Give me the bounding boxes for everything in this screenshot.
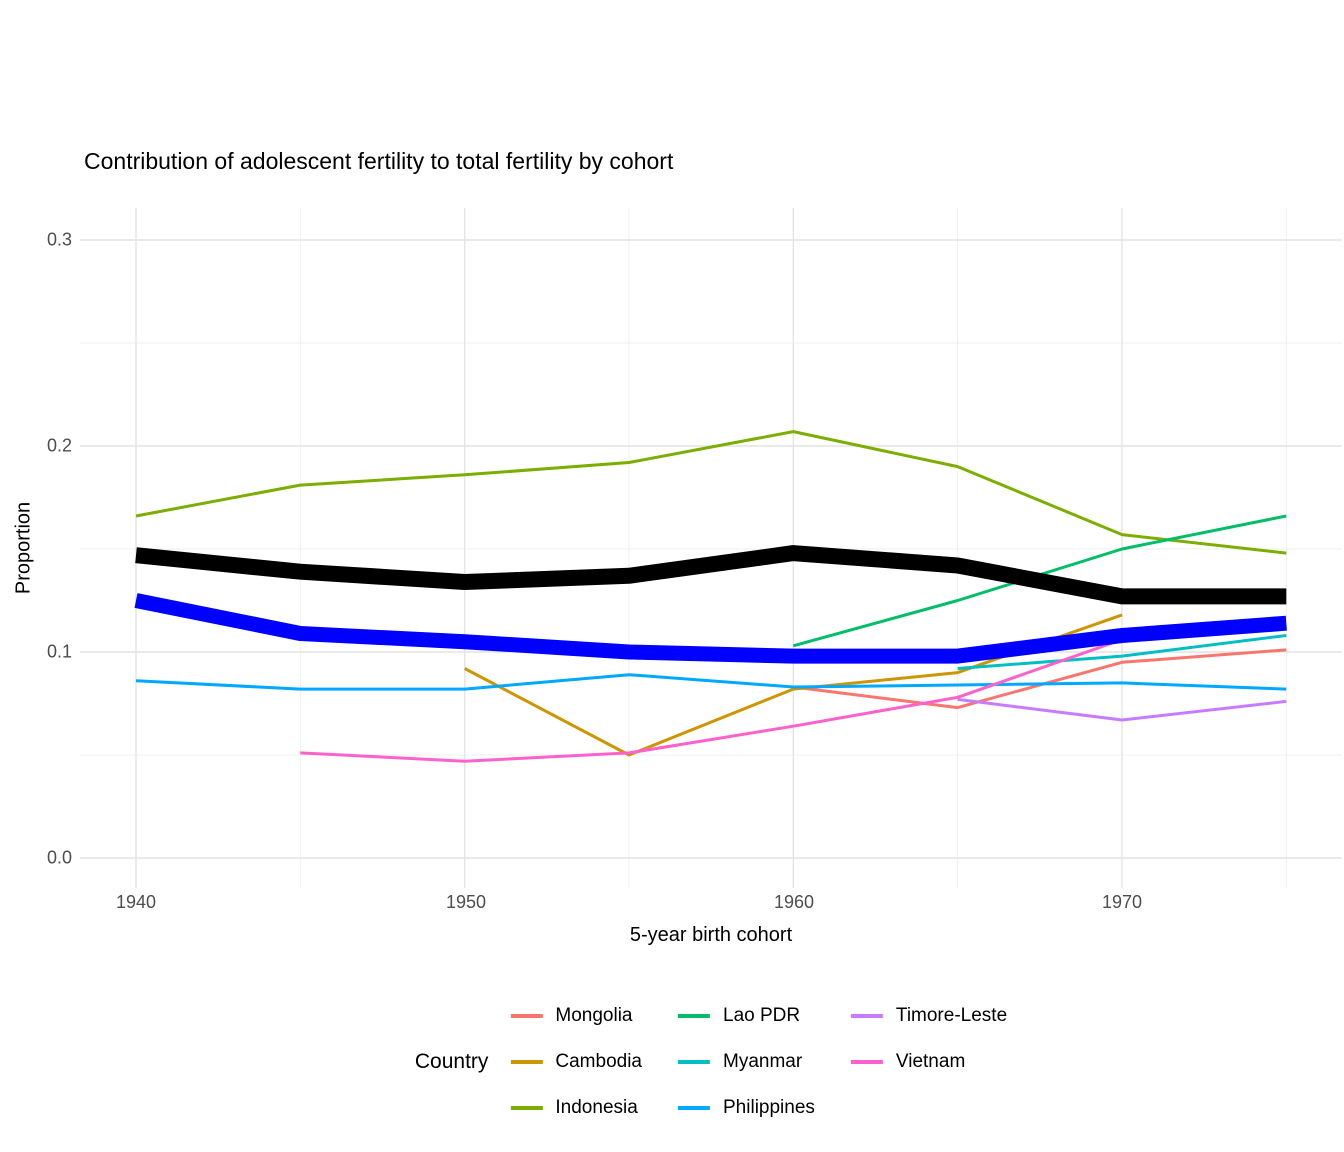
legend-key-line — [510, 1014, 543, 1018]
legend-key-line — [510, 1106, 543, 1110]
legend-item: Indonesia — [510, 1096, 642, 1120]
y-tick-label: 0.3 — [46, 229, 72, 250]
legend: Country Mongolia Cambodia Indonesia Lao PDR… — [415, 1004, 1007, 1120]
legend-item: Timore-Leste — [850, 1004, 1008, 1028]
legend-item-label: Indonesia — [555, 1097, 638, 1118]
x-tick-label: 1970 — [1101, 892, 1143, 912]
x-tick-label: 1950 — [445, 892, 487, 912]
series-line-indonesia — [135, 430, 1287, 555]
legend-item-label: Philippines — [723, 1097, 815, 1118]
legend-key-line — [850, 1014, 883, 1018]
x-tick-label: 1960 — [773, 892, 815, 912]
legend-item: Lao PDR — [678, 1004, 815, 1028]
y-axis-title: Proportion — [12, 501, 35, 595]
legend-key-line — [678, 1014, 711, 1018]
x-axis-title: 5-year birth cohort — [629, 924, 793, 946]
series-line-philippines — [135, 673, 1287, 691]
legend-item-label: Cambodia — [555, 1051, 643, 1072]
legend-item: Philippines — [678, 1096, 815, 1120]
y-tick-label: 0.0 — [46, 847, 72, 868]
series-line-unlabeled-thick-black-line — [135, 545, 1287, 605]
series-line-timore-leste — [957, 697, 1287, 722]
legend-key-line — [510, 1060, 543, 1064]
series-line-myanmar — [957, 634, 1287, 670]
legend-items: Mongolia Cambodia Indonesia Lao PDR Myanmar P… — [510, 1004, 1007, 1120]
legend-item-label: Lao PDR — [723, 1005, 801, 1026]
legend-key-line — [678, 1060, 711, 1064]
y-tick-label: 0.1 — [46, 641, 72, 662]
legend-item-label: Timore-Leste — [895, 1005, 1008, 1026]
y-tick-label: 0.2 — [46, 435, 72, 456]
chart-title: Contribution of adolescent fertility to … — [84, 148, 674, 174]
legend-item-label: Mongolia — [555, 1005, 633, 1026]
legend-item-label: Vietnam — [895, 1051, 966, 1072]
legend-item-label: Myanmar — [723, 1051, 803, 1072]
legend-item: Vietnam — [850, 1050, 1007, 1074]
legend-title: Country — [414, 1050, 489, 1073]
series-line-unlabeled-thick-blue-line — [134, 593, 1287, 664]
legend-item: Mongolia — [510, 1004, 642, 1028]
legend-key-line — [850, 1060, 883, 1064]
legend-item: Myanmar — [678, 1050, 815, 1074]
legend-key-line — [678, 1106, 711, 1110]
x-tick-label: 1940 — [115, 892, 157, 912]
legend-item: Cambodia — [510, 1050, 642, 1074]
